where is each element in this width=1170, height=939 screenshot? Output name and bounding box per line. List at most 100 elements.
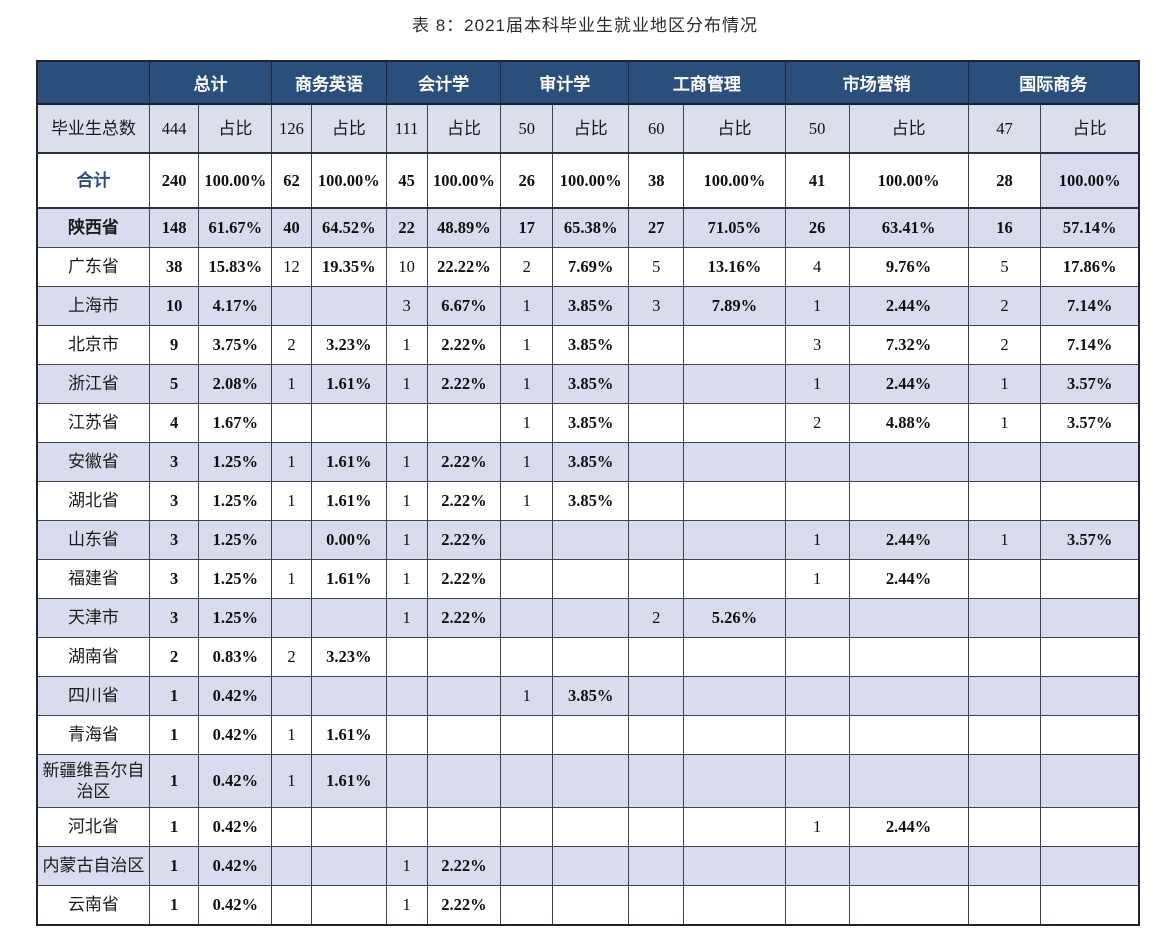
table-row: 广东省 38 15.83% 12 19.35% 10 22.22% 2 7.69% 5 13.16%… <box>36 246 1140 287</box>
count-cell <box>500 597 554 638</box>
percent-cell: 1.25% <box>198 597 273 638</box>
count-cell <box>500 558 554 599</box>
count-cell <box>967 753 1042 808</box>
ratio-header-label: 占比 <box>1040 103 1140 154</box>
percent-cell <box>426 714 502 755</box>
percent-cell <box>426 807 502 847</box>
percent-cell <box>1040 885 1140 925</box>
column-group-label: 审计学 <box>500 60 630 105</box>
count-cell: 27 <box>628 207 685 248</box>
count-cell: 3 <box>385 285 428 326</box>
region-cell: 内蒙古自治区 <box>36 846 150 886</box>
percent-cell <box>1040 480 1140 521</box>
table-row: 湖南省 2 0.83% 2 3.23% <box>36 636 1140 677</box>
count-cell <box>385 675 428 716</box>
percent-cell <box>683 363 786 404</box>
column-total-count: 126 <box>271 103 312 154</box>
percent-cell <box>848 675 969 716</box>
corner-label: 毕业生总数 <box>36 103 150 154</box>
corner-cell <box>36 60 150 105</box>
count-cell <box>967 558 1042 599</box>
count-cell: 22 <box>385 207 428 248</box>
table-row: 浙江省 5 2.08% 1 1.61% 1 2.22% 1 3.85% 1 2.44% 1 3.57% <box>36 363 1140 404</box>
percent-cell <box>1040 558 1140 599</box>
percent-cell: 2.44% <box>848 363 969 404</box>
percent-cell: 7.14% <box>1040 324 1140 365</box>
percent-cell <box>1040 714 1140 755</box>
count-cell <box>784 885 850 925</box>
percent-cell: 2.22% <box>426 597 502 638</box>
region-cell: 广东省 <box>36 246 150 287</box>
percent-cell: 1.25% <box>198 519 273 560</box>
employment-region-table: 总计 商务英语 会计学 审计学 工商管理 市场营销 国际商务 毕业生总数 444 占比 126 占… <box>36 60 1140 926</box>
percent-cell <box>1040 807 1140 847</box>
percent-cell: 57.14% <box>1040 207 1140 248</box>
region-cell: 福建省 <box>36 558 150 599</box>
percent-cell <box>683 846 786 886</box>
percent-cell: 1.67% <box>198 402 273 443</box>
percent-cell: 1.61% <box>310 480 387 521</box>
count-cell <box>271 519 312 560</box>
percent-cell <box>848 846 969 886</box>
count-cell: 1 <box>385 846 428 886</box>
percent-cell: 3.85% <box>552 441 630 482</box>
percent-cell: 7.32% <box>848 324 969 365</box>
count-cell: 16 <box>967 207 1042 248</box>
table-row: 合计 240 100.00% 62 100.00% 45 100.00% 26 100.00% 3… <box>36 152 1140 209</box>
count-cell: 1 <box>385 885 428 925</box>
percent-cell: 100.00% <box>848 152 969 209</box>
column-group-label: 国际商务 <box>967 60 1140 105</box>
count-cell <box>500 885 554 925</box>
column-group-label: 会计学 <box>385 60 502 105</box>
count-cell: 3 <box>148 480 200 521</box>
table-row: 陕西省 148 61.67% 40 64.52% 22 48.89% 17 65.38% 27 71… <box>36 207 1140 248</box>
count-cell <box>784 441 850 482</box>
count-cell <box>784 675 850 716</box>
count-cell: 1 <box>967 363 1042 404</box>
percent-cell <box>683 324 786 365</box>
percent-cell <box>683 558 786 599</box>
count-cell: 1 <box>967 519 1042 560</box>
count-cell <box>271 807 312 847</box>
table-row: 上海市 10 4.17% 3 6.67% 1 3.85% 3 7.89% 1 2.44% 2 7.14% <box>36 285 1140 326</box>
percent-cell: 2.08% <box>198 363 273 404</box>
percent-cell: 4.88% <box>848 402 969 443</box>
table-row: 山东省 3 1.25% 0.00% 1 2.22% 1 2.44% 1 3.57% <box>36 519 1140 560</box>
table-row: 云南省 1 0.42% 1 2.22% <box>36 885 1140 925</box>
percent-cell <box>552 558 630 599</box>
percent-cell: 0.00% <box>310 519 387 560</box>
percent-cell: 6.67% <box>426 285 502 326</box>
column-group-label: 工商管理 <box>628 60 786 105</box>
percent-cell: 3.85% <box>552 285 630 326</box>
percent-cell: 61.67% <box>198 207 273 248</box>
count-cell: 26 <box>500 152 554 209</box>
count-cell: 1 <box>500 441 554 482</box>
percent-cell <box>848 714 969 755</box>
percent-cell: 71.05% <box>683 207 786 248</box>
region-cell: 合计 <box>36 152 150 209</box>
column-total-count: 60 <box>628 103 685 154</box>
percent-cell: 19.35% <box>310 246 387 287</box>
count-cell: 1 <box>271 753 312 808</box>
percent-cell: 0.42% <box>198 675 273 716</box>
count-cell: 1 <box>271 480 312 521</box>
percent-cell: 100.00% <box>426 152 502 209</box>
count-cell: 1 <box>385 324 428 365</box>
count-cell: 2 <box>784 402 850 443</box>
percent-cell: 3.85% <box>552 363 630 404</box>
count-cell <box>500 846 554 886</box>
region-cell: 河北省 <box>36 807 150 847</box>
percent-cell: 1.61% <box>310 753 387 808</box>
percent-cell: 100.00% <box>1040 152 1140 209</box>
count-cell: 1 <box>784 519 850 560</box>
count-cell: 1 <box>385 597 428 638</box>
table-row: 内蒙古自治区 1 0.42% 1 2.22% <box>36 846 1140 886</box>
ratio-header-label: 占比 <box>310 103 387 154</box>
count-cell <box>628 519 685 560</box>
count-cell <box>628 714 685 755</box>
percent-cell: 100.00% <box>683 152 786 209</box>
percent-cell: 3.57% <box>1040 519 1140 560</box>
percent-cell: 3.23% <box>310 324 387 365</box>
percent-cell: 3.75% <box>198 324 273 365</box>
percent-cell: 3.85% <box>552 480 630 521</box>
